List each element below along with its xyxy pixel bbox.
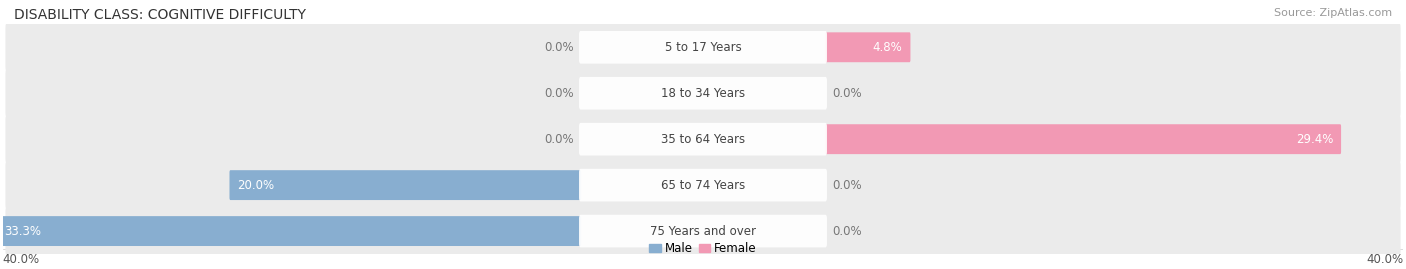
FancyBboxPatch shape — [579, 31, 827, 63]
Text: 40.0%: 40.0% — [1367, 253, 1403, 266]
FancyBboxPatch shape — [6, 114, 1400, 165]
FancyBboxPatch shape — [6, 160, 1400, 211]
Text: DISABILITY CLASS: COGNITIVE DIFFICULTY: DISABILITY CLASS: COGNITIVE DIFFICULTY — [14, 8, 307, 22]
FancyBboxPatch shape — [825, 124, 1341, 154]
FancyBboxPatch shape — [579, 123, 827, 155]
Text: Source: ZipAtlas.com: Source: ZipAtlas.com — [1274, 8, 1392, 18]
Text: 65 to 74 Years: 65 to 74 Years — [661, 179, 745, 192]
Text: 5 to 17 Years: 5 to 17 Years — [665, 41, 741, 54]
FancyBboxPatch shape — [579, 169, 827, 201]
FancyBboxPatch shape — [6, 68, 1400, 119]
Text: 75 Years and over: 75 Years and over — [650, 225, 756, 238]
FancyBboxPatch shape — [6, 205, 1400, 257]
FancyBboxPatch shape — [6, 22, 1400, 73]
Text: 40.0%: 40.0% — [3, 253, 39, 266]
FancyBboxPatch shape — [229, 170, 581, 200]
Text: 0.0%: 0.0% — [544, 41, 574, 54]
Text: 0.0%: 0.0% — [832, 225, 862, 238]
FancyBboxPatch shape — [0, 216, 581, 246]
FancyBboxPatch shape — [579, 215, 827, 247]
Text: 35 to 64 Years: 35 to 64 Years — [661, 133, 745, 146]
Legend: Male, Female: Male, Female — [645, 237, 761, 260]
Text: 29.4%: 29.4% — [1296, 133, 1333, 146]
Text: 4.8%: 4.8% — [873, 41, 903, 54]
Text: 33.3%: 33.3% — [4, 225, 42, 238]
Text: 0.0%: 0.0% — [832, 179, 862, 192]
Text: 0.0%: 0.0% — [832, 87, 862, 100]
Text: 18 to 34 Years: 18 to 34 Years — [661, 87, 745, 100]
FancyBboxPatch shape — [825, 32, 911, 62]
Text: 0.0%: 0.0% — [544, 87, 574, 100]
Text: 20.0%: 20.0% — [238, 179, 274, 192]
Text: 0.0%: 0.0% — [544, 133, 574, 146]
FancyBboxPatch shape — [579, 77, 827, 109]
